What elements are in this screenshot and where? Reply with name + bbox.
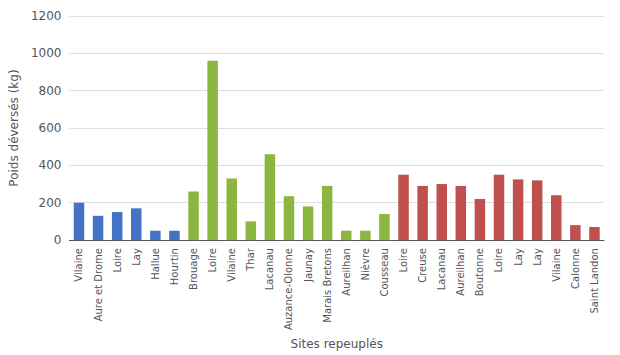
svg-text:Saint Landon: Saint Landon bbox=[589, 248, 600, 314]
svg-text:Vilaine: Vilaine bbox=[226, 248, 237, 282]
svg-text:Brouage: Brouage bbox=[188, 248, 199, 290]
svg-text:0: 0 bbox=[54, 233, 62, 247]
svg-text:Creuse: Creuse bbox=[417, 248, 428, 283]
svg-text:Vilaine: Vilaine bbox=[551, 248, 562, 282]
svg-text:Cousseau: Cousseau bbox=[379, 248, 390, 296]
svg-text:Thar: Thar bbox=[245, 247, 256, 272]
svg-text:Sites repeuplés: Sites repeuplés bbox=[291, 337, 383, 351]
svg-text:1200: 1200 bbox=[31, 9, 62, 23]
svg-text:Aure et Drome: Aure et Drome bbox=[93, 248, 104, 321]
svg-text:Hourtin: Hourtin bbox=[169, 248, 180, 285]
svg-text:Vilaine: Vilaine bbox=[73, 248, 84, 282]
svg-text:Poids déversés (kg): Poids déversés (kg) bbox=[7, 69, 21, 186]
svg-text:600: 600 bbox=[39, 121, 62, 135]
svg-text:Lacanau: Lacanau bbox=[264, 248, 275, 290]
svg-text:Loire: Loire bbox=[112, 248, 123, 272]
svg-text:Loire: Loire bbox=[398, 248, 409, 272]
svg-text:Hallue: Hallue bbox=[150, 248, 161, 280]
svg-text:Lay: Lay bbox=[131, 248, 142, 266]
svg-text:Boutonne: Boutonne bbox=[474, 248, 485, 296]
svg-text:800: 800 bbox=[39, 84, 62, 98]
svg-text:Loire: Loire bbox=[493, 248, 504, 272]
svg-text:Jaunay: Jaunay bbox=[303, 248, 314, 283]
svg-text:200: 200 bbox=[39, 196, 62, 210]
svg-text:Nièvre: Nièvre bbox=[360, 248, 371, 280]
svg-text:Lay: Lay bbox=[513, 248, 524, 266]
svg-text:Lacanau: Lacanau bbox=[436, 248, 447, 290]
svg-text:Loire: Loire bbox=[207, 248, 218, 272]
svg-text:Aureilhan: Aureilhan bbox=[455, 248, 466, 296]
svg-text:Lay: Lay bbox=[532, 248, 543, 266]
svg-text:1000: 1000 bbox=[31, 46, 62, 60]
svg-text:Calonne: Calonne bbox=[570, 248, 581, 289]
svg-text:Aureilhan: Aureilhan bbox=[341, 248, 352, 296]
svg-text:400: 400 bbox=[39, 158, 62, 172]
svg-text:Auzance-Olonne: Auzance-Olonne bbox=[283, 248, 294, 330]
svg-text:Marais Bretons: Marais Bretons bbox=[322, 248, 333, 323]
